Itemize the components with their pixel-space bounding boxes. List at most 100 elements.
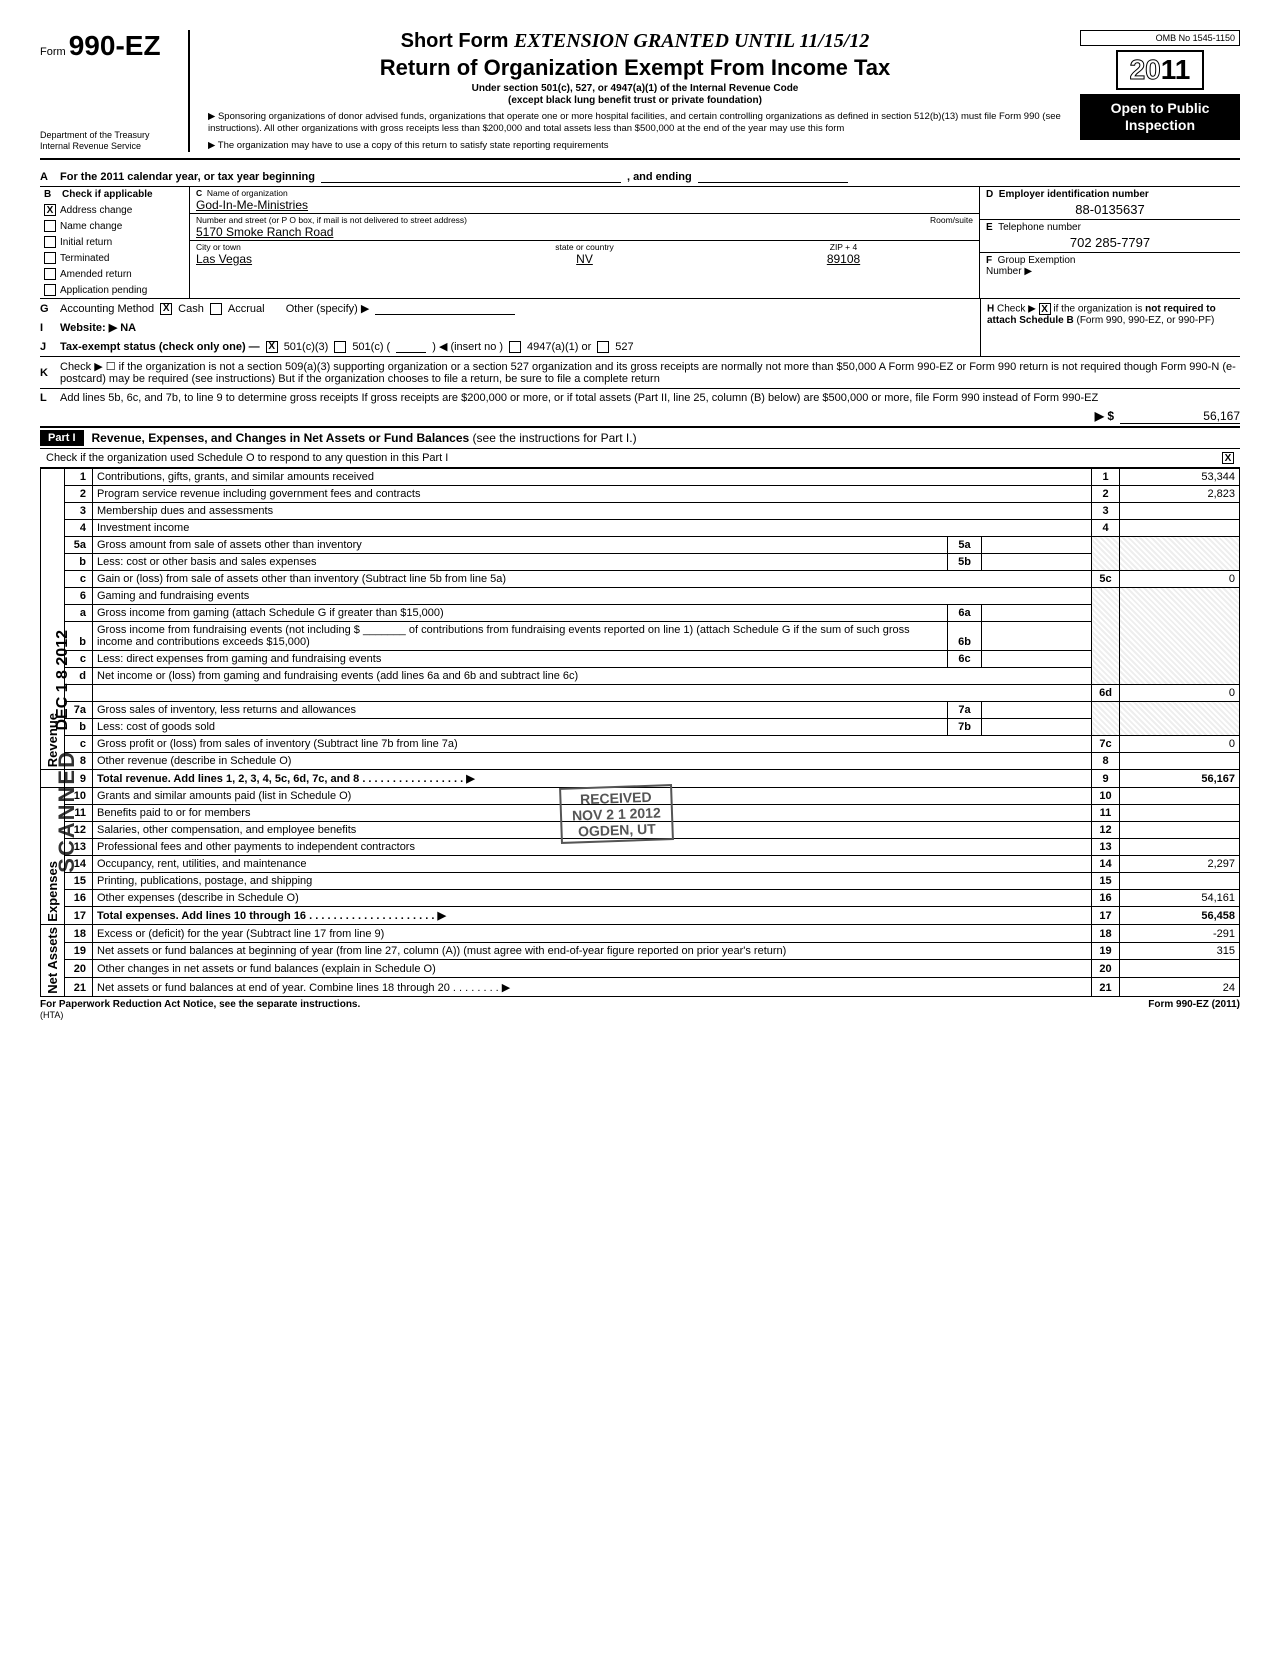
- 501c-checkbox[interactable]: [334, 341, 346, 353]
- 4947-checkbox[interactable]: [509, 341, 521, 353]
- chk-application-pending[interactable]: Application pending: [40, 282, 189, 298]
- chk-initial-return[interactable]: Initial return: [40, 234, 189, 250]
- 501c3-checkbox[interactable]: X: [266, 341, 278, 353]
- ein-row: D Employer identification number 88-0135…: [980, 187, 1240, 220]
- ein-label: Employer identification number: [999, 189, 1149, 200]
- chk-terminated[interactable]: Terminated: [40, 250, 189, 266]
- chk-address-change[interactable]: X Address change: [40, 202, 189, 218]
- schedule-b-checkbox[interactable]: X: [1039, 303, 1051, 315]
- revenue-vlabel: Revenue: [45, 713, 60, 767]
- h-label: H: [987, 304, 994, 315]
- tel-label: Telephone number: [998, 222, 1081, 233]
- line-11: 11Benefits paid to or for members11: [41, 805, 1240, 822]
- line-4: 4Investment income4: [41, 520, 1240, 537]
- room-label: Room/suite: [930, 215, 973, 225]
- org-name-row: C Name of organization God-In-Me-Ministr…: [190, 187, 979, 214]
- form-label: Form: [40, 46, 66, 58]
- checkbox-icon: [44, 220, 56, 232]
- expenses-vlabel: Expenses: [45, 861, 60, 922]
- tax-year-begin-field[interactable]: [321, 171, 621, 183]
- street-row: Number and street (or P O box, if mail i…: [190, 214, 979, 241]
- line-6a: aGross income from gaming (attach Schedu…: [41, 605, 1240, 622]
- group-label: Group Exemption: [998, 255, 1076, 266]
- other-label: Other (specify) ▶: [286, 302, 370, 315]
- cash-checkbox[interactable]: X: [160, 303, 172, 315]
- part1-check-text: Check if the organization used Schedule …: [46, 452, 448, 464]
- row-h: H Check ▶ X if the organization is not r…: [980, 299, 1240, 356]
- line-20: 20Other changes in net assets or fund ba…: [41, 960, 1240, 978]
- year-prefix: 20: [1130, 54, 1161, 85]
- open-to-public-inspection: Open to Public Inspection: [1080, 94, 1240, 140]
- sponsor-note: Sponsoring organizations of donor advise…: [208, 111, 1062, 136]
- b-heading: Check if applicable: [62, 189, 153, 200]
- org-info-block: B Check if applicable X Address change Na…: [40, 187, 1240, 299]
- dept-irs: Internal Revenue Service: [40, 141, 180, 152]
- 527-checkbox[interactable]: [597, 341, 609, 353]
- chk-amended-return[interactable]: Amended return: [40, 266, 189, 282]
- schedule-o-checkbox[interactable]: X: [1222, 452, 1234, 464]
- form-number-big: 990-EZ: [69, 30, 161, 61]
- line-14: 14Occupancy, rent, utilities, and mainte…: [41, 856, 1240, 873]
- accrual-label: Accrual: [228, 303, 265, 315]
- checkbox-icon: X: [44, 204, 56, 216]
- gross-receipts-value: 56,167: [1120, 409, 1240, 424]
- line-3: 3Membership dues and assessments3: [41, 503, 1240, 520]
- line-18: Net Assets 18Excess or (deficit) for the…: [41, 925, 1240, 943]
- row-g: G Accounting Method X Cash Accrual Other…: [40, 299, 980, 318]
- main-title: Return of Organization Exempt From Incom…: [208, 55, 1062, 81]
- section-def: D Employer identification number 88-0135…: [980, 187, 1240, 298]
- h-text2: if the organization is: [1053, 304, 1142, 315]
- line-21: 21Net assets or fund balances at end of …: [41, 978, 1240, 997]
- hta-mark: (HTA): [40, 1010, 1240, 1020]
- omb-number: OMB No 1545-1150: [1080, 30, 1240, 46]
- line-17: 17Total expenses. Add lines 10 through 1…: [41, 907, 1240, 925]
- 501c3-label: 501(c)(3): [284, 341, 329, 353]
- tax-year-end-field[interactable]: [698, 171, 848, 183]
- checkbox-icon: [44, 252, 56, 264]
- c-name-label: C Name of organization: [196, 188, 288, 198]
- group-exemption-row: F Group Exemption Number ▶: [980, 253, 1240, 279]
- department-info: Department of the Treasury Internal Reve…: [40, 130, 180, 152]
- chk-label: Initial return: [60, 237, 112, 248]
- arrow-icon: [1095, 409, 1114, 424]
- form-version: Form 990-EZ (2011): [1148, 999, 1240, 1010]
- f-label: F: [986, 255, 992, 266]
- chk-label: Address change: [60, 205, 132, 216]
- chk-name-change[interactable]: Name change: [40, 218, 189, 234]
- line-6d-amt: 6d0: [41, 685, 1240, 702]
- line-2: 2Program service revenue including gover…: [41, 486, 1240, 503]
- netassets-vlabel: Net Assets: [45, 927, 60, 994]
- line-12: 12Salaries, other compensation, and empl…: [41, 822, 1240, 839]
- checkbox-icon: [44, 268, 56, 280]
- line-5b: bLess: cost or other basis and sales exp…: [41, 554, 1240, 571]
- checkbox-icon: [44, 284, 56, 296]
- cash-label: Cash: [178, 303, 204, 315]
- number-label: Number ▶: [986, 266, 1032, 277]
- h-text4: (Form 990, 990-EZ, or 990-PF): [1076, 315, 1214, 326]
- g-text: Accounting Method: [60, 303, 154, 315]
- gross-receipts-total: 56,167: [40, 407, 1240, 427]
- row-j: J Tax-exempt status (check only one) — X…: [40, 337, 980, 356]
- line-15: 15Printing, publications, postage, and s…: [41, 873, 1240, 890]
- paperwork-notice: For Paperwork Reduction Act Notice, see …: [40, 999, 360, 1010]
- copy-note: The organization may have to use a copy …: [208, 140, 1062, 152]
- street-label: Number and street (or P O box, if mail i…: [196, 215, 467, 225]
- line-7a: 7aGross sales of inventory, less returns…: [41, 702, 1240, 719]
- financial-table-wrap: Revenue 1Contributions, gifts, grants, a…: [40, 468, 1240, 997]
- financial-table: Revenue 1Contributions, gifts, grants, a…: [40, 468, 1240, 997]
- h-text1: Check ▶: [997, 304, 1036, 315]
- section-a-text-pre: For the 2011 calendar year, or tax year …: [60, 171, 315, 183]
- short-form-text: Short Form: [401, 30, 509, 52]
- state-label: state or country: [455, 242, 714, 252]
- other-specify-field[interactable]: [375, 303, 515, 315]
- org-name-value: God-In-Me-Ministries: [196, 198, 308, 212]
- 501c-insert-field[interactable]: [396, 341, 426, 353]
- form-header: Form 990-EZ Department of the Treasury I…: [40, 30, 1240, 160]
- part1-header: Part I Revenue, Expenses, and Changes in…: [40, 427, 1240, 449]
- accrual-checkbox[interactable]: [210, 303, 222, 315]
- b-label: B: [44, 189, 51, 200]
- 527-label: 527: [615, 341, 633, 353]
- ein-value: 88-0135637: [986, 200, 1234, 217]
- zip-value: 89108: [714, 252, 973, 266]
- 501c-label: 501(c) (: [352, 341, 390, 353]
